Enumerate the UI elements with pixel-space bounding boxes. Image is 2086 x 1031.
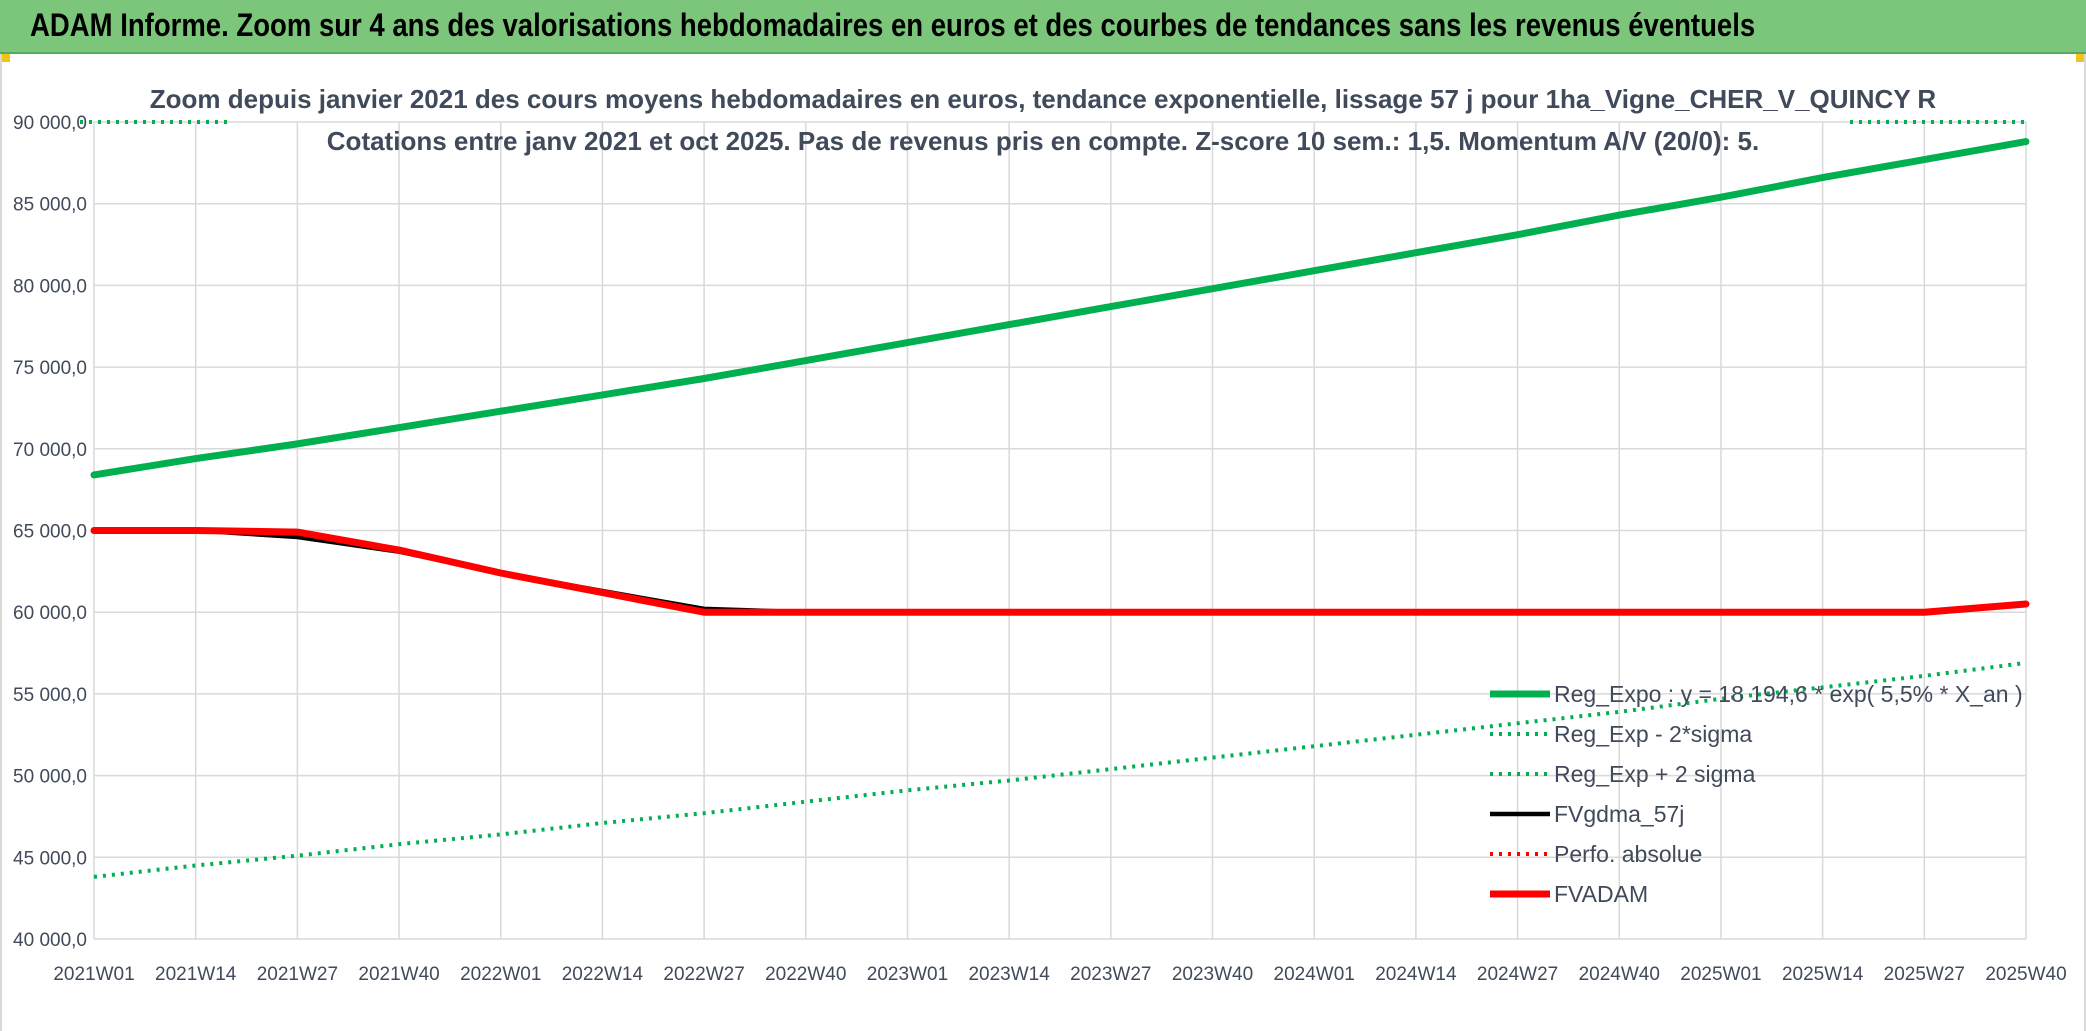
x-tick-label: 2023W01: [867, 964, 948, 985]
legend-label: FVgdma_57j: [1554, 801, 1684, 827]
x-tick-label: 2025W40: [1985, 964, 2066, 985]
y-tick-label: 50 000,0: [13, 767, 87, 788]
x-tick-label: 2021W01: [53, 964, 134, 985]
y-tick-label: 75 000,0: [13, 358, 87, 379]
x-tick-label: 2023W27: [1070, 964, 1151, 985]
legend-label: Reg_Expo : y = 18 194,6 * exp( 5,5% * X_…: [1554, 681, 2023, 707]
x-tick-label: 2022W01: [460, 964, 541, 985]
header-banner: ADAM Informe. Zoom sur 4 ans des valoris…: [0, 0, 2086, 54]
chart-frame: [0, 54, 2086, 1031]
y-axis-ticks: 40 000,0 45 000,0 50 000,0 55 000,0 60 000,0…: [13, 113, 87, 951]
x-tick-label: 2022W27: [663, 964, 744, 985]
x-tick-label: 2023W14: [968, 964, 1050, 985]
x-tick-label: 2024W27: [1477, 964, 1558, 985]
banner-title: ADAM Informe. Zoom sur 4 ans des valoris…: [30, 7, 1756, 43]
x-tick-label: 2025W27: [1884, 964, 1965, 985]
corner-mark-right: [2076, 54, 2086, 62]
x-tick-label: 2021W40: [358, 964, 439, 985]
y-tick-label: 90 000,0: [13, 113, 87, 134]
y-tick-label: 80 000,0: [13, 276, 87, 297]
y-tick-label: 45 000,0: [13, 848, 87, 869]
y-tick-label: 65 000,0: [13, 522, 87, 543]
grid-lines: [93, 121, 2027, 940]
legend: Reg_Expo : y = 18 194,6 * exp( 5,5% * X_…: [1490, 681, 2023, 907]
corner-mark-left: [0, 54, 10, 62]
series-line-6: [90, 527, 2030, 616]
chart-title: Zoom depuis janvier 2021 des cours moyen…: [150, 84, 1937, 114]
x-tick-label: 2024W40: [1579, 964, 1660, 985]
legend-label: FVADAM: [1554, 881, 1648, 907]
y-tick-label: 55 000,0: [13, 685, 87, 706]
y-tick-label: 85 000,0: [13, 195, 87, 216]
x-tick-label: 2021W27: [257, 964, 338, 985]
y-tick-label: 60 000,0: [13, 603, 87, 624]
x-tick-label: 2024W01: [1274, 964, 1355, 985]
series-line-4: [91, 528, 2029, 615]
series-line-1: [90, 138, 2030, 479]
legend-label: Perfo. absolue: [1554, 841, 1702, 867]
legend-label: Reg_Exp - 2*sigma: [1554, 721, 1752, 747]
series-line-5: [94, 528, 2027, 615]
x-tick-label: 2021W14: [155, 964, 237, 985]
x-tick-label: 2022W40: [765, 964, 846, 985]
x-tick-label: 2023W40: [1172, 964, 1253, 985]
x-tick-label: 2024W14: [1375, 964, 1457, 985]
x-tick-label: 2022W14: [562, 964, 644, 985]
y-tick-label: 40 000,0: [13, 930, 87, 951]
y-tick-label: 70 000,0: [13, 440, 87, 461]
x-axis-ticks: 2021W01 2021W14 2021W27 2021W40 2022W01 2022W…: [53, 964, 2066, 985]
x-tick-label: 2025W14: [1782, 964, 1864, 985]
x-tick-label: 2025W01: [1680, 964, 1761, 985]
series-layer: [80, 120, 2030, 879]
chart-subtitle: Cotations entre janv 2021 et oct 2025. P…: [327, 126, 1759, 156]
legend-label: Reg_Exp + 2 sigma: [1554, 761, 1756, 787]
